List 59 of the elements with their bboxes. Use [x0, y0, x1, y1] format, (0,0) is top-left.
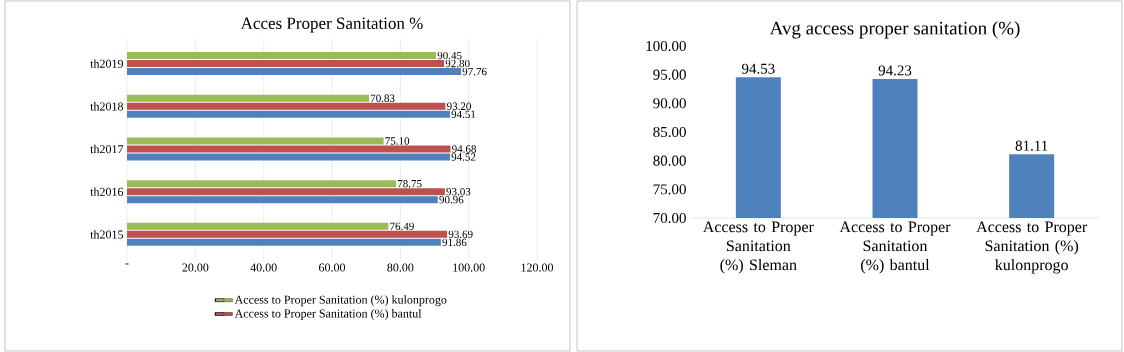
data-label: 94.53 [741, 63, 775, 74]
bar [127, 238, 441, 246]
x-tick-label: 40.00 [250, 263, 277, 272]
y-tick-label: 85.00 [653, 126, 686, 138]
y-tick-label: th2017 [90, 144, 124, 154]
data-label: 94.51 [451, 110, 476, 119]
x-tick-label: 100.00 [453, 263, 485, 272]
data-label: 75.10 [385, 137, 410, 145]
legend-label: Access to Proper Sanitation (%) kulonprogo [234, 295, 447, 307]
y-tick-label: 80.00 [653, 155, 686, 166]
data-label: 94.52 [451, 153, 476, 161]
data-label: 90.45 [437, 51, 462, 60]
bar [127, 145, 451, 153]
data-label: 81.11 [1015, 140, 1048, 151]
data-label: 93.69 [448, 230, 473, 239]
y-tick-label: 100.00 [646, 40, 686, 52]
bar [127, 94, 370, 102]
data-label: 94.68 [452, 145, 477, 153]
y-tick-label: 70.00 [653, 212, 686, 224]
bar [127, 222, 389, 230]
data-label: 78.75 [397, 179, 422, 188]
x-tick-label: - [125, 263, 129, 265]
x-tick-label: 80.00 [387, 263, 414, 272]
bar [127, 68, 462, 76]
data-label: 76.49 [390, 222, 414, 231]
x-tick-label: 60.00 [319, 263, 346, 272]
data-label: 70.83 [370, 94, 395, 103]
bar [127, 196, 438, 204]
y-tick-label: 95.00 [653, 69, 686, 80]
bar [127, 137, 384, 145]
legend-label: Access to Proper Sanitation (%) bantul [234, 309, 422, 320]
data-label: 93.20 [447, 102, 471, 111]
bar [127, 230, 448, 238]
bar [127, 102, 446, 110]
data-label: 97.76 [462, 67, 487, 76]
y-tick-label: th2018 [90, 102, 124, 111]
y-tick-label: th2015 [90, 230, 124, 239]
x-tick-label: Access to Proper Sanitation (%) kulonprogo [976, 221, 1088, 274]
data-label: 94.23 [878, 65, 912, 76]
data-label: 90.96 [439, 195, 464, 204]
x-tick-label: Access to Proper Sanitation (%) Sleman [702, 221, 814, 274]
bar [127, 110, 450, 118]
x-tick-label: Access to Proper Sanitation (%) bantul [839, 221, 951, 274]
data-label: 92.80 [445, 59, 470, 68]
bar [127, 52, 437, 60]
chart-title: Avg access proper sanitation (%) [769, 21, 1020, 39]
bar [127, 153, 450, 161]
y-tick-label: th2019 [90, 59, 123, 68]
data-label: 93.03 [446, 187, 471, 196]
x-tick-label: 20.00 [182, 263, 209, 272]
chart-title: Acces Proper Sanitation % [240, 17, 423, 33]
y-tick-label: 75.00 [653, 184, 686, 195]
y-tick-label: th2016 [90, 187, 124, 196]
bar [127, 60, 445, 68]
x-tick-label: 120.00 [521, 263, 554, 272]
data-label: 91.86 [442, 238, 467, 247]
bar [127, 180, 397, 188]
y-tick-label: 90.00 [653, 98, 686, 109]
bar [127, 188, 445, 196]
